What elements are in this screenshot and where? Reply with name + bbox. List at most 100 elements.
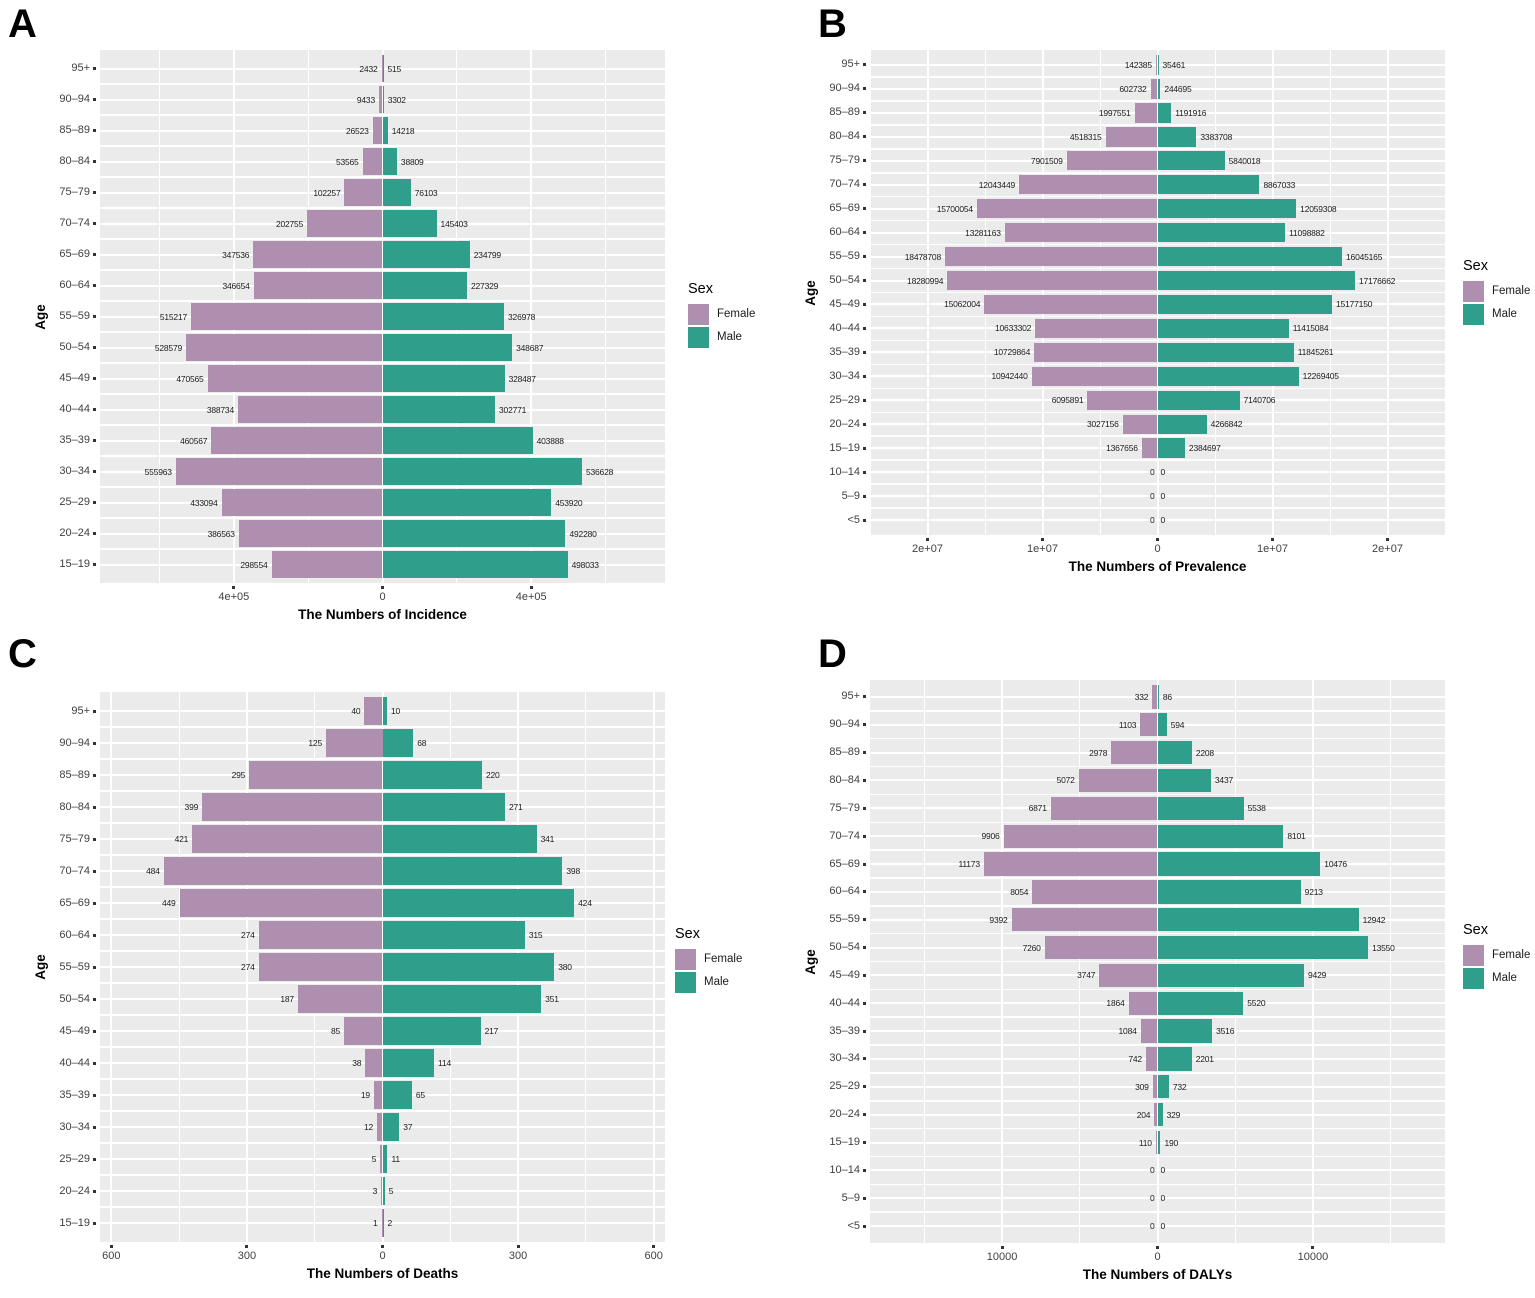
female-value-label: 85 [331, 1026, 341, 1036]
y-tick-mark [93, 837, 96, 841]
y-tick-mark [863, 723, 866, 727]
male-bar [382, 179, 411, 206]
female-bar [1099, 963, 1158, 988]
female-value-label: 142385 [1124, 59, 1152, 70]
minor-gridline [870, 339, 1445, 342]
age-tick-label: 70–74 [829, 829, 860, 842]
major-gridline [870, 495, 1445, 498]
age-tick-label: 30–34 [59, 1120, 90, 1133]
male-bar [382, 761, 482, 789]
female-bar [221, 489, 383, 516]
male-bar [382, 793, 505, 821]
x-tick-label: 2e+07 [912, 543, 943, 555]
age-tick-label: 25–29 [829, 393, 860, 406]
male-value-label: 12059308 [1300, 203, 1337, 214]
male-value-label: 2384697 [1188, 443, 1221, 454]
age-tick-label: 15–19 [59, 1216, 90, 1229]
male-bar [1157, 175, 1260, 195]
male-value-label: 732 [1172, 1081, 1187, 1092]
male-bar [382, 396, 496, 423]
female-bar [378, 86, 383, 113]
male-value-label: 11415084 [1292, 323, 1329, 334]
male-bar [1157, 685, 1159, 709]
female-value-label: 0 [1149, 515, 1155, 526]
age-tick-label: 35–39 [59, 1088, 90, 1101]
x-tick-label: 4e+05 [218, 591, 250, 603]
male-bar [1157, 222, 1286, 243]
female-bar [1111, 740, 1158, 765]
female-value-label: 0 [1149, 467, 1155, 478]
x-tick-mark [1271, 538, 1274, 541]
age-tick-label: 85–89 [829, 106, 860, 119]
minor-gridline [870, 148, 1445, 150]
male-bar [1157, 740, 1192, 765]
male-bar [1157, 414, 1207, 434]
x-tick-mark [926, 538, 929, 541]
age-tick-label: 25–29 [59, 1152, 90, 1165]
female-value-label: 1 [372, 1218, 378, 1228]
age-tick-label: 20–24 [59, 1184, 90, 1197]
male-value-label: 2208 [1195, 747, 1214, 758]
male-bar [382, 520, 566, 547]
male-value-label: 594 [1170, 719, 1185, 730]
male-bar [382, 458, 582, 485]
female-bar [175, 458, 383, 485]
y-tick-mark [863, 422, 866, 426]
age-tick-label: 20–24 [829, 417, 860, 430]
male-value-label: 492280 [569, 528, 597, 539]
y-tick-mark [93, 160, 96, 163]
male-bar [1157, 935, 1369, 960]
male-value-label: 11845261 [1297, 347, 1334, 358]
male-value-label: 0 [1160, 491, 1166, 502]
female-value-label: 8054 [1010, 886, 1029, 897]
age-tick-label: 60–64 [59, 279, 90, 291]
female-value-label: 347536 [222, 249, 250, 260]
female-bar [1105, 127, 1158, 147]
male-value-label: 8867033 [1263, 179, 1296, 190]
male-bar [382, 86, 384, 113]
male-value-label: 16045165 [1346, 251, 1383, 262]
female-bar [1128, 991, 1158, 1015]
legend-swatch-female [688, 304, 709, 325]
x-tick-mark [1156, 538, 1159, 541]
male-value-label: 76103 [414, 187, 438, 198]
female-value-label: 386563 [207, 528, 235, 539]
age-tick-label: 40–44 [59, 403, 90, 415]
female-value-label: 6871 [1028, 803, 1047, 814]
male-value-label: 3437 [1214, 775, 1234, 786]
female-value-label: 1084 [1118, 1026, 1137, 1037]
minor-gridline [100, 854, 665, 856]
minor-gridline [100, 300, 665, 302]
age-tick-label: 10–14 [829, 465, 860, 478]
y-tick-mark [863, 946, 866, 950]
male-value-label: 35461 [1162, 59, 1186, 70]
female-bar [373, 1081, 383, 1109]
male-bar [382, 303, 505, 330]
female-value-label: 346654 [222, 280, 250, 291]
male-bar [1157, 79, 1161, 99]
age-tick-label: 55–59 [59, 960, 90, 973]
minor-gridline [100, 1142, 665, 1144]
male-value-label: 234799 [473, 249, 501, 260]
female-bar [1003, 824, 1158, 848]
male-value-label: 0 [1160, 515, 1166, 526]
legend-label-male: Male [1492, 972, 1517, 984]
y-tick-mark [93, 1157, 96, 1161]
y-tick-mark [863, 1085, 866, 1089]
male-value-label: 227329 [471, 280, 499, 291]
female-bar [1122, 414, 1158, 434]
minor-gridline [870, 315, 1445, 318]
age-tick-label: 55–59 [829, 250, 860, 263]
minor-gridline [870, 100, 1445, 102]
minor-gridline [100, 1046, 665, 1048]
minor-gridline [100, 238, 665, 240]
female-value-label: 332 [1134, 691, 1149, 702]
female-bar [1066, 151, 1158, 171]
female-value-label: 0 [1149, 1165, 1155, 1176]
y-tick-mark [863, 1001, 866, 1005]
age-tick-label: 25–29 [829, 1080, 860, 1093]
male-bar [1157, 880, 1301, 904]
y-tick-mark [93, 997, 96, 1001]
